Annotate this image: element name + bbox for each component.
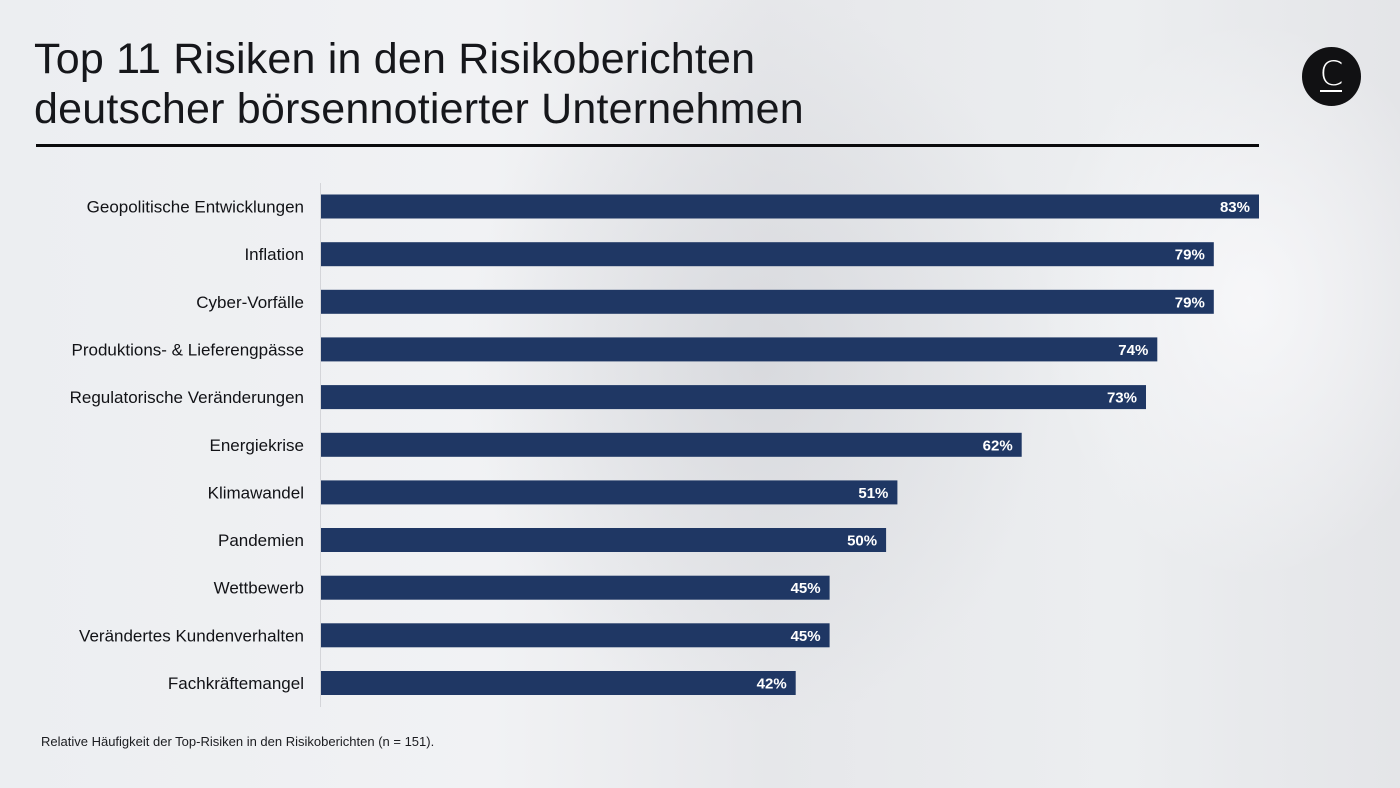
category-label: Inflation	[244, 245, 304, 264]
data-label: 51%	[858, 485, 888, 502]
category-label: Produktions- & Lieferengpässe	[72, 340, 304, 359]
logo-underline	[1320, 90, 1342, 92]
bar	[321, 623, 830, 648]
bar	[321, 480, 898, 505]
bar	[321, 289, 1214, 314]
data-label: 45%	[791, 628, 821, 645]
category-label: Verändertes Kundenverhalten	[79, 626, 304, 645]
category-label: Energiekrise	[210, 436, 305, 455]
data-label: 79%	[1175, 247, 1205, 264]
data-label: 73%	[1107, 390, 1137, 407]
bar	[321, 575, 830, 600]
category-label: Klimawandel	[208, 483, 304, 502]
data-label: 79%	[1175, 294, 1205, 311]
category-label: Wettbewerb	[214, 579, 304, 598]
category-label: Geopolitische Entwicklungen	[87, 198, 304, 217]
title-line-1: Top 11 Risiken in den Risikoberichten	[34, 35, 756, 83]
bar	[321, 194, 1259, 219]
data-label: 62%	[983, 437, 1013, 454]
category-label: Pandemien	[218, 531, 304, 550]
bar	[321, 242, 1214, 267]
category-label: Regulatorische Veränderungen	[70, 388, 304, 407]
data-label: 42%	[757, 676, 787, 693]
category-label: Fachkräftemangel	[168, 674, 304, 693]
bar	[321, 385, 1146, 410]
data-label: 45%	[791, 580, 821, 597]
bar	[321, 337, 1158, 362]
bar	[321, 432, 1022, 457]
data-label: 50%	[847, 533, 877, 550]
data-label: 83%	[1220, 199, 1250, 216]
logo-letter: C	[1319, 53, 1344, 94]
category-label: Cyber-Vorfälle	[196, 293, 304, 312]
bar	[321, 528, 887, 552]
brand-logo-icon: C	[1302, 47, 1361, 106]
title-line-2: deutscher börsennotierter Unternehmen	[34, 85, 804, 133]
data-label: 74%	[1118, 342, 1148, 359]
title-divider	[36, 144, 1259, 147]
chart-footnote: Relative Häufigkeit der Top-Risiken in d…	[41, 734, 435, 749]
page-title: Top 11 Risiken in den Risikoberichten de…	[34, 34, 804, 134]
bar	[321, 671, 796, 695]
